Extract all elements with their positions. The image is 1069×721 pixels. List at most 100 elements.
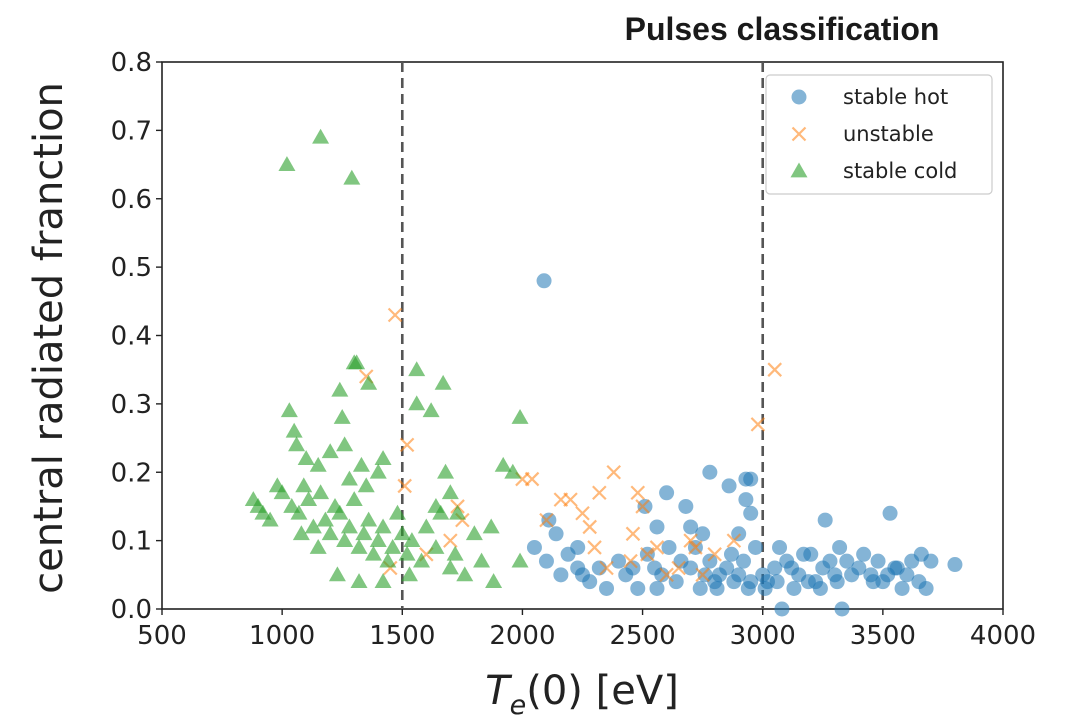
data-point xyxy=(511,409,529,424)
series-stable-cold xyxy=(244,128,529,589)
data-point xyxy=(456,566,474,582)
data-point xyxy=(504,463,522,479)
data-point xyxy=(369,463,387,479)
data-point xyxy=(345,491,363,506)
data-point xyxy=(832,539,848,555)
data-point xyxy=(834,601,850,617)
x-tick-label: 3000 xyxy=(730,621,796,651)
data-point xyxy=(328,566,346,582)
data-point xyxy=(635,499,650,514)
x-tick-label: 2000 xyxy=(489,621,555,651)
data-point xyxy=(738,492,754,508)
data-point xyxy=(800,574,816,590)
y-tick-label: 0.2 xyxy=(111,458,152,488)
data-point xyxy=(427,497,445,513)
data-point xyxy=(511,552,529,568)
data-point xyxy=(403,532,421,547)
x-axis-ticks: 500 1000 1500 2000 2500 3000 3500 4000 xyxy=(137,609,1036,651)
data-point xyxy=(321,525,339,541)
y-tick-label: 0.5 xyxy=(111,253,152,283)
data-point xyxy=(360,511,378,527)
data-point xyxy=(817,512,833,528)
data-point xyxy=(668,574,684,590)
data-point xyxy=(822,553,838,569)
data-point xyxy=(254,504,272,520)
data-point xyxy=(309,456,327,472)
data-point xyxy=(553,567,569,583)
data-point xyxy=(384,538,402,554)
data-point xyxy=(538,553,554,569)
data-point xyxy=(398,545,416,561)
data-point xyxy=(856,546,872,562)
data-point xyxy=(661,539,677,555)
data-point xyxy=(659,567,674,583)
data-point xyxy=(591,560,607,576)
data-point xyxy=(709,580,725,596)
y-tick-label: 0.4 xyxy=(111,322,152,352)
data-point xyxy=(526,539,542,555)
data-point xyxy=(611,553,627,569)
data-point xyxy=(350,573,368,589)
data-point xyxy=(889,560,905,576)
data-point xyxy=(340,518,358,534)
legend-label: unstable xyxy=(843,122,934,146)
data-point xyxy=(397,478,412,494)
data-point xyxy=(400,566,418,582)
data-point xyxy=(673,553,689,569)
data-point xyxy=(536,273,552,289)
data-point xyxy=(649,540,665,555)
data-point xyxy=(630,580,646,596)
legend-box xyxy=(765,74,993,195)
data-point xyxy=(408,361,426,377)
data-point xyxy=(312,128,330,144)
data-point xyxy=(352,456,370,472)
x-tick-label: 2500 xyxy=(609,621,675,651)
data-point xyxy=(449,504,467,520)
data-point xyxy=(465,525,483,541)
legend-marker xyxy=(791,89,807,105)
data-point xyxy=(473,552,491,568)
x-tick-label: 4000 xyxy=(970,621,1036,651)
data-point xyxy=(726,533,742,548)
data-point xyxy=(388,504,406,520)
data-point xyxy=(625,526,641,542)
data-point xyxy=(767,362,783,377)
data-point xyxy=(769,574,785,590)
data-point xyxy=(309,538,327,554)
data-point xyxy=(357,477,375,493)
x-tick-label: 3500 xyxy=(850,621,916,651)
data-point xyxy=(726,574,742,590)
data-point xyxy=(592,485,607,501)
data-point xyxy=(630,485,646,501)
data-point xyxy=(731,526,747,542)
data-point xyxy=(295,477,313,493)
data-point xyxy=(618,567,634,583)
data-point xyxy=(774,601,790,617)
data-point xyxy=(599,560,614,576)
y-tick-label: 0.3 xyxy=(111,390,152,420)
data-series xyxy=(244,128,963,617)
y-axis-label: central radiated franction xyxy=(26,82,72,594)
data-point xyxy=(683,519,699,535)
data-point xyxy=(671,560,686,576)
data-point xyxy=(482,518,500,534)
data-point xyxy=(333,409,351,424)
data-point xyxy=(336,436,354,452)
data-point xyxy=(796,546,812,562)
data-point xyxy=(485,573,503,589)
data-point xyxy=(870,553,886,569)
legend-label: stable cold xyxy=(843,159,957,183)
y-tick-label: 0.0 xyxy=(111,595,152,625)
data-point xyxy=(599,580,615,596)
data-point xyxy=(261,511,279,527)
data-point xyxy=(721,478,737,494)
data-point xyxy=(757,580,773,596)
data-point xyxy=(692,580,708,596)
data-point xyxy=(331,504,349,520)
data-point xyxy=(273,484,291,500)
data-point xyxy=(379,552,397,568)
y-tick-label: 0.6 xyxy=(111,185,152,215)
data-point xyxy=(786,580,802,596)
data-point xyxy=(623,553,638,569)
data-point xyxy=(494,456,512,472)
